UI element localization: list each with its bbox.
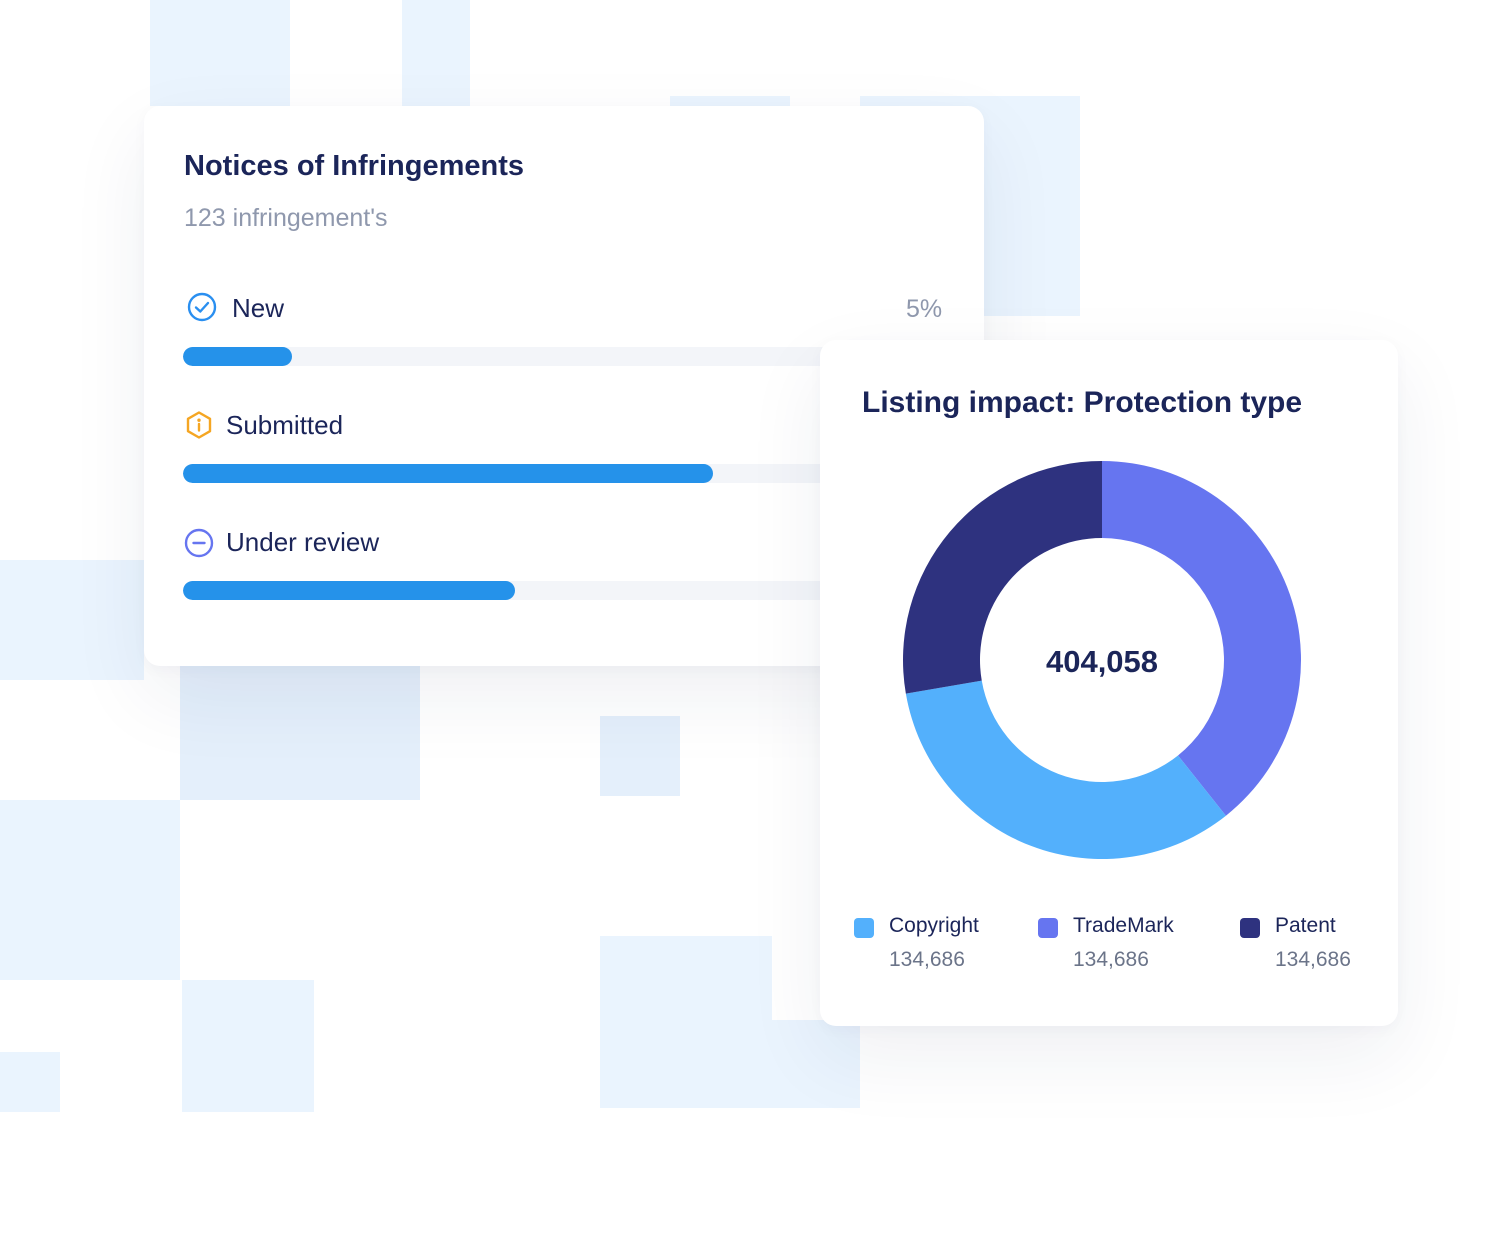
minus-circle-icon [184,528,214,558]
bg-block [600,716,680,796]
bg-block [0,800,180,980]
notices-subtitle: 123 infringement's [184,204,388,232]
bg-block [182,980,314,1112]
bg-block [772,1020,860,1108]
bg-block [600,936,772,1108]
info-hexagon-icon [184,410,214,440]
bg-block [0,560,144,680]
legend-value-copyright: 134,686 [889,948,965,971]
progress-fill-submitted [183,464,714,483]
legend-value-patent: 134,686 [1275,948,1351,971]
progress-track-submitted [183,464,963,483]
status-percent-new: 5% [906,295,943,323]
donut-chart: 404,058 [903,461,1301,859]
notices-title: Notices of Infringements [184,150,524,182]
progress-fill-new [183,347,293,366]
legend-swatch-patent [1240,918,1260,938]
legend-name-trademark: TradeMark [1073,914,1174,937]
donut-slice-trademark[interactable] [1102,461,1301,816]
bg-block [180,666,420,800]
legend-name-patent: Patent [1275,914,1336,937]
donut-total-label: 404,058 [1046,644,1158,679]
listing-impact-card: Listing impact: Protection type 404,058 … [820,340,1398,1026]
progress-track-under-review [183,581,963,600]
status-label-new: New [232,293,285,323]
legend-name-copyright: Copyright [889,914,979,937]
impact-title: Listing impact: Protection type [862,386,1303,419]
status-label-under-review: Under review [226,527,380,557]
bg-block [402,0,470,106]
progress-track-new [183,347,963,366]
progress-fill-under-review [183,581,515,600]
bg-block [0,1052,60,1112]
legend-value-trademark: 134,686 [1073,948,1149,971]
donut-slice-copyright[interactable] [905,680,1226,859]
legend-swatch-copyright [854,918,874,938]
donut-slice-patent[interactable] [903,461,1102,694]
bg-block [670,96,790,106]
status-label-submitted: Submitted [226,410,344,440]
check-circle-icon [187,292,217,322]
legend-swatch-trademark [1038,918,1058,938]
bg-block [150,0,290,106]
